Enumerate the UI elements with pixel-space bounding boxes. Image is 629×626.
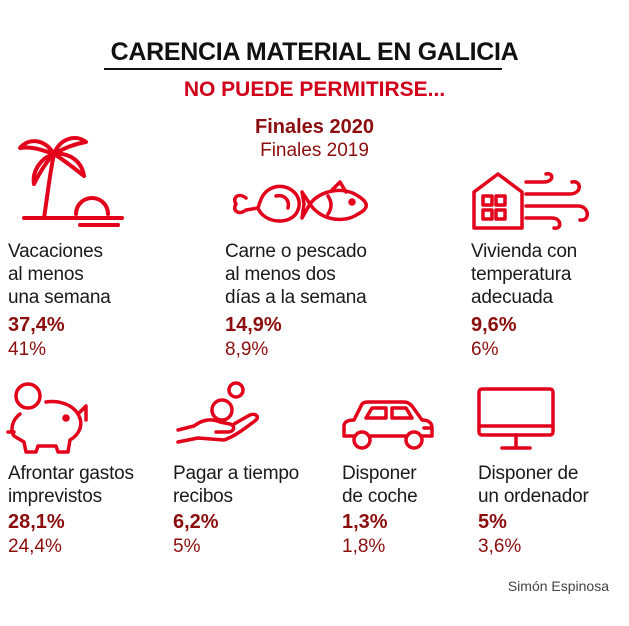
value-2019-piggy-bank: 24,4% — [8, 536, 62, 557]
legend-2020: Finales 2020 — [255, 116, 374, 138]
item-label-computer: Disponer de un ordenador — [478, 463, 589, 507]
value-2019-vacations: 41% — [8, 339, 47, 360]
heated-house-icon — [470, 168, 592, 234]
value-2019-meat-fish: 8,9% — [225, 339, 269, 360]
value-2019-car: 1,8% — [342, 536, 386, 557]
value-2020-computer: 5% — [478, 511, 507, 533]
computer-monitor-icon — [476, 386, 556, 452]
page-subtitle: NO PUEDE PERMITIRSE... — [183, 78, 446, 101]
value-2020-heated-house: 9,6% — [471, 314, 517, 336]
item-label-heated-house: Vivienda con temperatura adecuada — [471, 241, 578, 308]
title-underline — [104, 68, 502, 70]
meat-fish-icon — [228, 178, 376, 230]
page-title: CARENCIA MATERIAL EN GALICIA — [110, 38, 519, 66]
value-2019-pay-bills: 5% — [173, 536, 201, 557]
author-credit: Simón Espinosa — [507, 578, 609, 594]
legend-2019: Finales 2019 — [260, 140, 369, 161]
value-2020-meat-fish: 14,9% — [225, 314, 282, 336]
value-2020-vacations: 37,4% — [8, 314, 65, 336]
item-label-vacations: Vacaciones al menos una semana — [8, 241, 111, 308]
piggy-bank-icon — [4, 380, 90, 456]
value-2019-computer: 3,6% — [478, 536, 522, 557]
value-2020-car: 1,3% — [342, 511, 388, 533]
item-label-meat-fish: Carne o pescado al menos dos días a la s… — [225, 241, 367, 308]
item-label-pay-bills: Pagar a tiempo recibos — [173, 463, 300, 507]
hand-coin-icon — [176, 380, 262, 448]
value-2020-pay-bills: 6,2% — [173, 511, 219, 533]
palm-beach-icon — [14, 132, 126, 228]
value-2020-piggy-bank: 28,1% — [8, 511, 65, 533]
item-label-car: Disponer de coche — [342, 463, 418, 507]
value-2019-heated-house: 6% — [471, 339, 499, 360]
car-icon — [340, 398, 436, 454]
item-label-piggy-bank: Afrontar gastos imprevistos — [8, 463, 134, 507]
